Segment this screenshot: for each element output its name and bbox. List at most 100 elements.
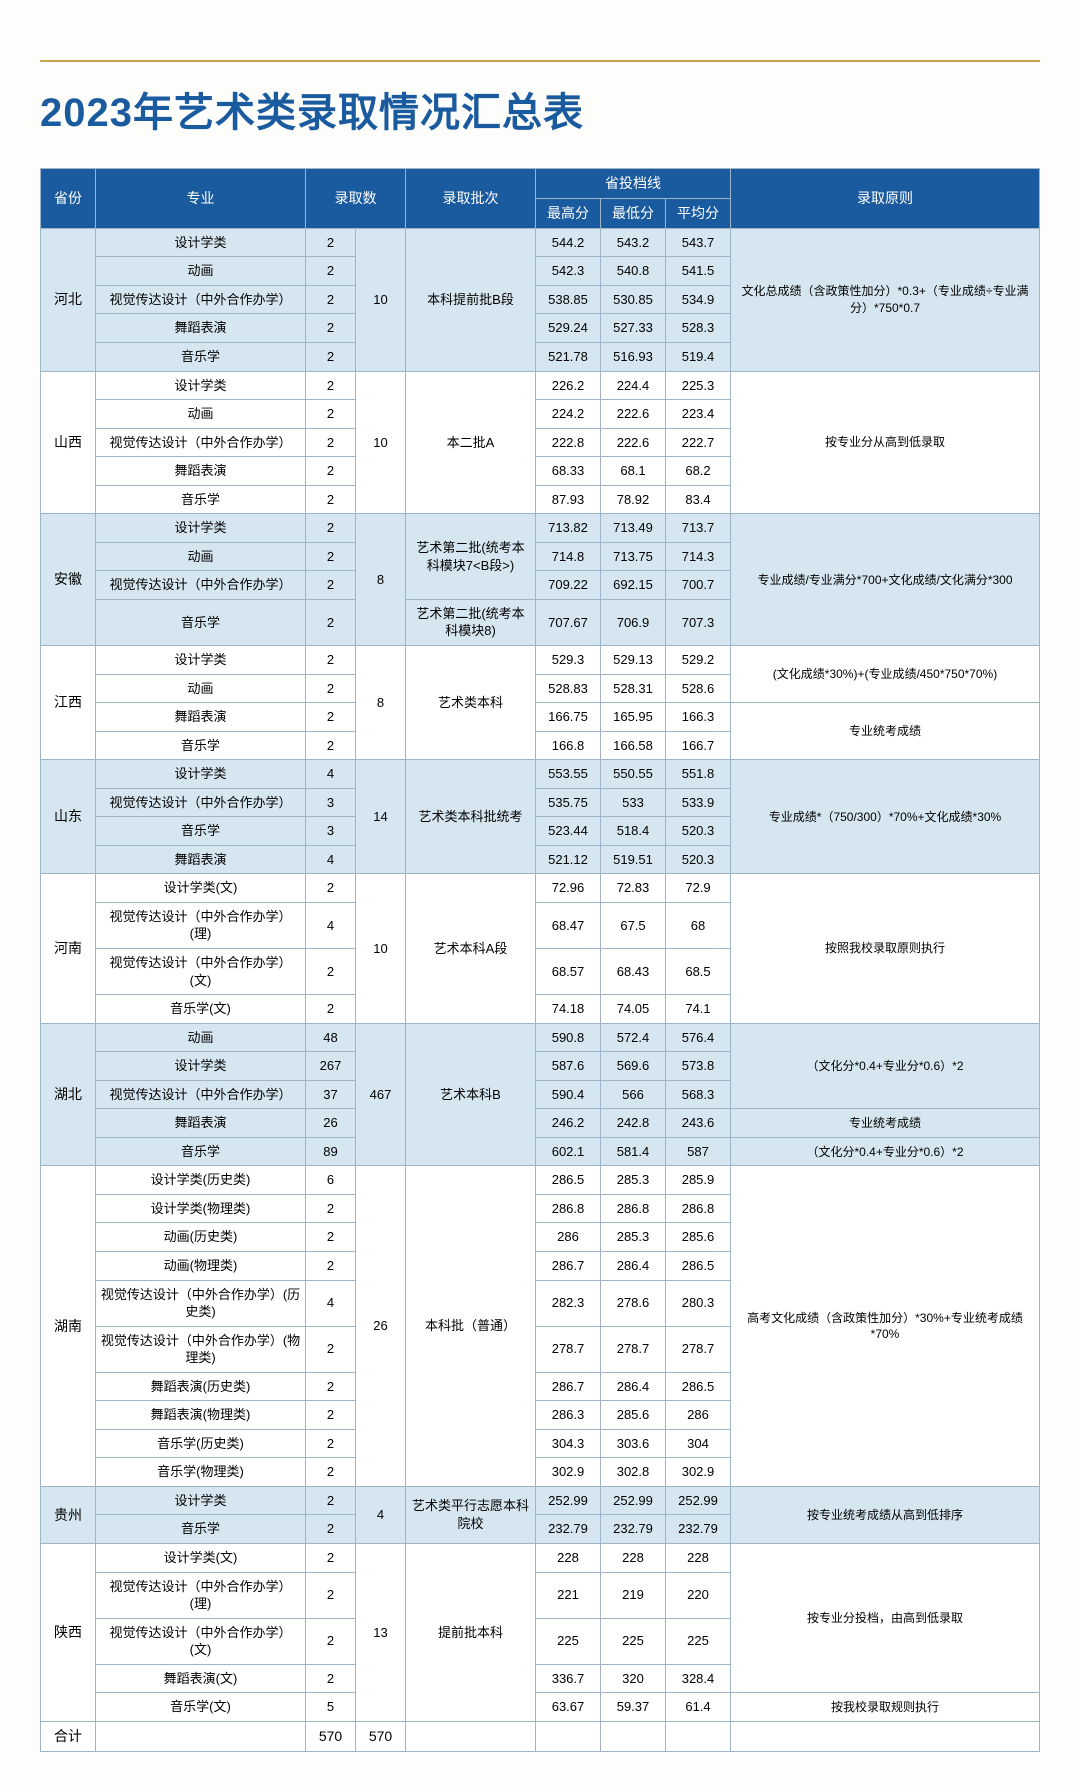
score-cell: 303.6 xyxy=(601,1429,666,1458)
major-cell: 音乐学 xyxy=(96,599,306,645)
rule-cell: (文化成绩*30%)+(专业成绩/450*750*70%) xyxy=(731,645,1040,702)
major-cell: 设计学类(物理类) xyxy=(96,1194,306,1223)
score-cell: 83.4 xyxy=(666,485,731,514)
count-cell: 2 xyxy=(306,949,356,995)
score-cell: 573.8 xyxy=(666,1052,731,1081)
score-cell: 67.5 xyxy=(601,902,666,948)
sum-cell: 14 xyxy=(356,760,406,874)
count-cell: 2 xyxy=(306,1544,356,1573)
count-cell: 2 xyxy=(306,1326,356,1372)
score-cell: 224.2 xyxy=(536,400,601,429)
score-cell: 228 xyxy=(536,1544,601,1573)
batch-cell: 提前批本科 xyxy=(406,1544,536,1722)
major-cell: 音乐学 xyxy=(96,485,306,514)
th-high: 最高分 xyxy=(536,198,601,228)
score-cell: 700.7 xyxy=(666,571,731,600)
rule-cell: 专业统考成绩 xyxy=(731,1109,1040,1138)
table-row: 音乐学(文)563.6759.3761.4按我校录取规则执行 xyxy=(41,1693,1040,1722)
score-cell: 521.12 xyxy=(536,845,601,874)
score-cell: 242.8 xyxy=(601,1109,666,1138)
score-cell: 286 xyxy=(536,1223,601,1252)
score-cell: 282.3 xyxy=(536,1280,601,1326)
score-cell: 576.4 xyxy=(666,1023,731,1052)
count-cell: 3 xyxy=(306,817,356,846)
total-row: 合计570570 xyxy=(41,1721,1040,1751)
count-cell: 2 xyxy=(306,645,356,674)
major-cell: 音乐学 xyxy=(96,731,306,760)
major-cell: 视觉传达设计（中外合作办学）(历史类) xyxy=(96,1280,306,1326)
score-cell: 302.8 xyxy=(601,1458,666,1487)
count-cell: 26 xyxy=(306,1109,356,1138)
sum-cell: 467 xyxy=(356,1023,406,1166)
major-cell: 设计学类 xyxy=(96,1486,306,1515)
count-cell: 2 xyxy=(306,599,356,645)
th-province: 省份 xyxy=(41,169,96,229)
score-cell: 286.4 xyxy=(601,1252,666,1281)
score-cell: 541.5 xyxy=(666,257,731,286)
score-cell: 222.8 xyxy=(536,428,601,457)
score-cell: 278.7 xyxy=(601,1326,666,1372)
score-cell: 544.2 xyxy=(536,228,601,257)
score-cell: 285.3 xyxy=(601,1223,666,1252)
count-cell: 2 xyxy=(306,285,356,314)
score-cell: 278.7 xyxy=(666,1326,731,1372)
score-cell: 304 xyxy=(666,1429,731,1458)
rule-cell: 按专业分投档，由高到低录取 xyxy=(731,1544,1040,1693)
table-row: 安徽设计学类28艺术第二批(统考本科模块7<B段>)713.82713.4971… xyxy=(41,514,1040,543)
score-cell: 286 xyxy=(666,1401,731,1430)
major-cell: 设计学类 xyxy=(96,645,306,674)
count-cell: 2 xyxy=(306,485,356,514)
count-cell: 2 xyxy=(306,342,356,371)
score-cell: 527.33 xyxy=(601,314,666,343)
count-cell: 2 xyxy=(306,703,356,732)
score-cell: 328.4 xyxy=(666,1664,731,1693)
major-cell: 音乐学 xyxy=(96,342,306,371)
count-cell: 267 xyxy=(306,1052,356,1081)
score-cell: 225 xyxy=(536,1618,601,1664)
batch-cell: 艺术类本科 xyxy=(406,645,536,759)
score-cell: 224.4 xyxy=(601,371,666,400)
score-cell: 225.3 xyxy=(666,371,731,400)
score-cell: 87.93 xyxy=(536,485,601,514)
admission-table: 省份 专业 录取数 录取批次 省投档线 录取原则 最高分 最低分 平均分 河北设… xyxy=(40,168,1040,1752)
score-cell: 530.85 xyxy=(601,285,666,314)
score-cell: 602.1 xyxy=(536,1137,601,1166)
major-cell: 舞蹈表演 xyxy=(96,1109,306,1138)
rule-cell: 按专业分从高到低录取 xyxy=(731,371,1040,514)
total-label: 合计 xyxy=(41,1721,96,1751)
th-low: 最低分 xyxy=(601,198,666,228)
count-cell: 2 xyxy=(306,1252,356,1281)
major-cell: 舞蹈表演 xyxy=(96,314,306,343)
table-row: 山西设计学类210本二批A226.2224.4225.3按专业分从高到低录取 xyxy=(41,371,1040,400)
score-cell: 529.2 xyxy=(666,645,731,674)
score-cell: 587.6 xyxy=(536,1052,601,1081)
score-cell: 280.3 xyxy=(666,1280,731,1326)
score-cell: 713.49 xyxy=(601,514,666,543)
title-divider: 2023年艺术类录取情况汇总表 xyxy=(40,60,1040,138)
major-cell: 动画(历史类) xyxy=(96,1223,306,1252)
score-cell: 569.6 xyxy=(601,1052,666,1081)
th-rule: 录取原则 xyxy=(731,169,1040,229)
th-score-group: 省投档线 xyxy=(536,169,731,199)
score-cell: 286.4 xyxy=(601,1372,666,1401)
score-cell: 566 xyxy=(601,1080,666,1109)
score-cell: 59.37 xyxy=(601,1693,666,1722)
major-cell: 设计学类(文) xyxy=(96,1544,306,1573)
score-cell: 286.5 xyxy=(666,1252,731,1281)
major-cell: 视觉传达设计（中外合作办学） xyxy=(96,788,306,817)
score-cell: 304.3 xyxy=(536,1429,601,1458)
province-cell: 河南 xyxy=(41,874,96,1023)
score-cell: 551.8 xyxy=(666,760,731,789)
major-cell: 音乐学(文) xyxy=(96,995,306,1024)
score-cell: 78.92 xyxy=(601,485,666,514)
major-cell: 舞蹈表演 xyxy=(96,457,306,486)
score-cell: 528.3 xyxy=(666,314,731,343)
count-cell: 6 xyxy=(306,1166,356,1195)
score-cell: 228 xyxy=(601,1544,666,1573)
score-cell: 285.6 xyxy=(601,1401,666,1430)
score-cell: 278.7 xyxy=(536,1326,601,1372)
rule-cell: 专业成绩/专业满分*700+文化成绩/文化满分*300 xyxy=(731,514,1040,646)
score-cell: 225 xyxy=(601,1618,666,1664)
score-cell: 336.7 xyxy=(536,1664,601,1693)
count-cell: 2 xyxy=(306,457,356,486)
